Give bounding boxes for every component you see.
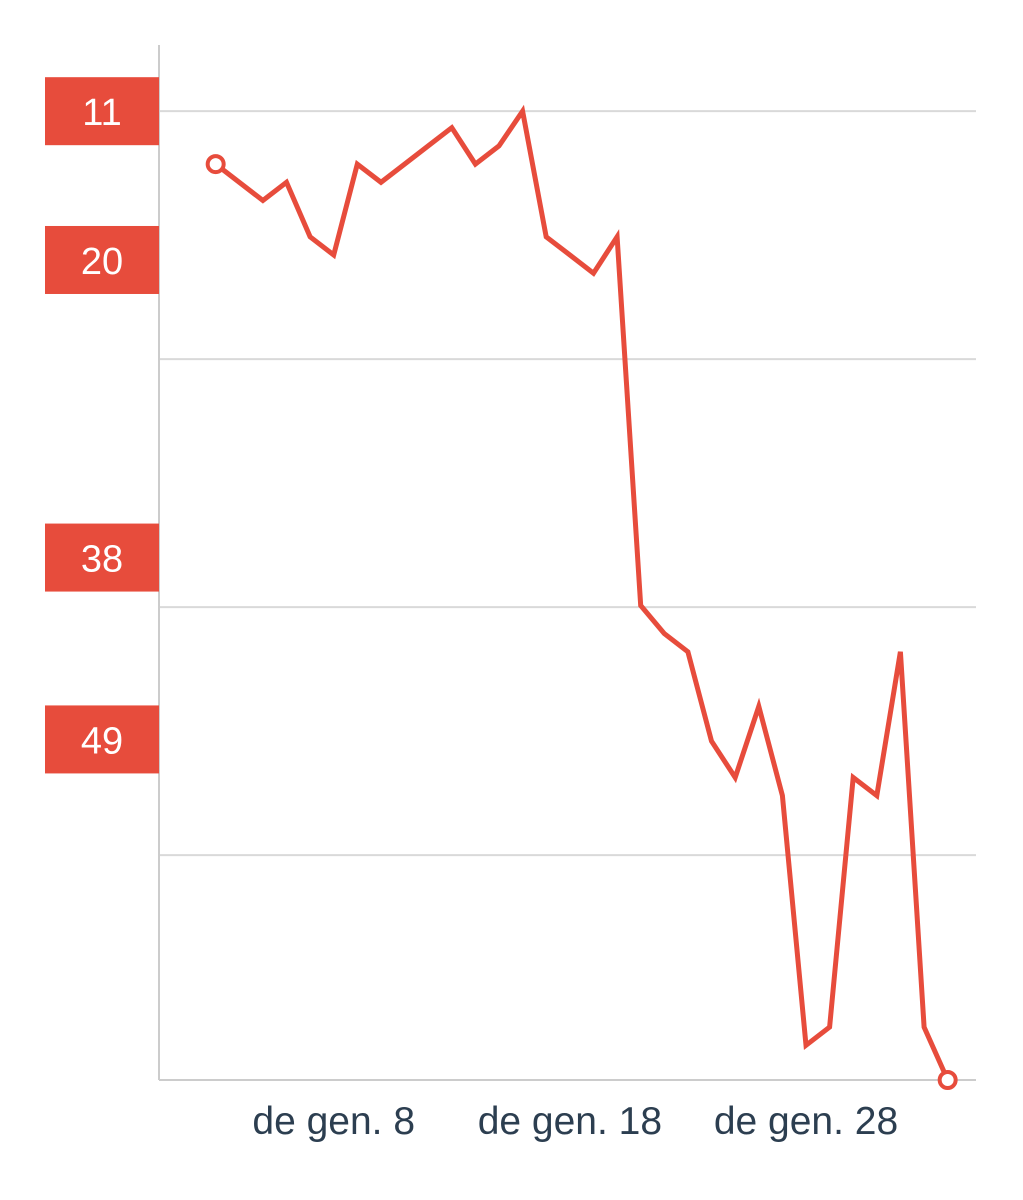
y-tick-label: 38 bbox=[81, 539, 123, 581]
y-tick-label: 11 bbox=[82, 92, 121, 134]
y-tick-badge-bg bbox=[45, 523, 159, 592]
y-tick-label: 49 bbox=[81, 720, 123, 762]
series-start-marker bbox=[205, 154, 226, 175]
y-tick-labels: 11 20 38 49 bbox=[45, 77, 159, 774]
y-tick-label: 20 bbox=[81, 241, 123, 283]
y-tick-badge-bg bbox=[45, 225, 159, 294]
series-line bbox=[213, 104, 951, 1083]
y-tick-badge: 38 bbox=[45, 523, 159, 592]
x-tick-label: de gen. 8 bbox=[252, 1100, 415, 1143]
grid-layer bbox=[159, 110, 976, 857]
series-layer bbox=[205, 104, 958, 1090]
y-tick-badge: 49 bbox=[45, 705, 159, 774]
x-tick-label: de gen. 18 bbox=[478, 1100, 662, 1143]
y-tick-badge-bg bbox=[45, 705, 159, 774]
y-tick-badge: 20 bbox=[45, 225, 159, 294]
series-end-marker bbox=[937, 1070, 958, 1090]
y-tick-badge: 11 bbox=[45, 77, 159, 146]
x-tick-label: de gen. 28 bbox=[714, 1100, 898, 1143]
x-tick-labels: de gen. 8 de gen. 18 de gen. 28 bbox=[252, 1100, 898, 1143]
y-tick-badge-bg bbox=[45, 77, 159, 146]
